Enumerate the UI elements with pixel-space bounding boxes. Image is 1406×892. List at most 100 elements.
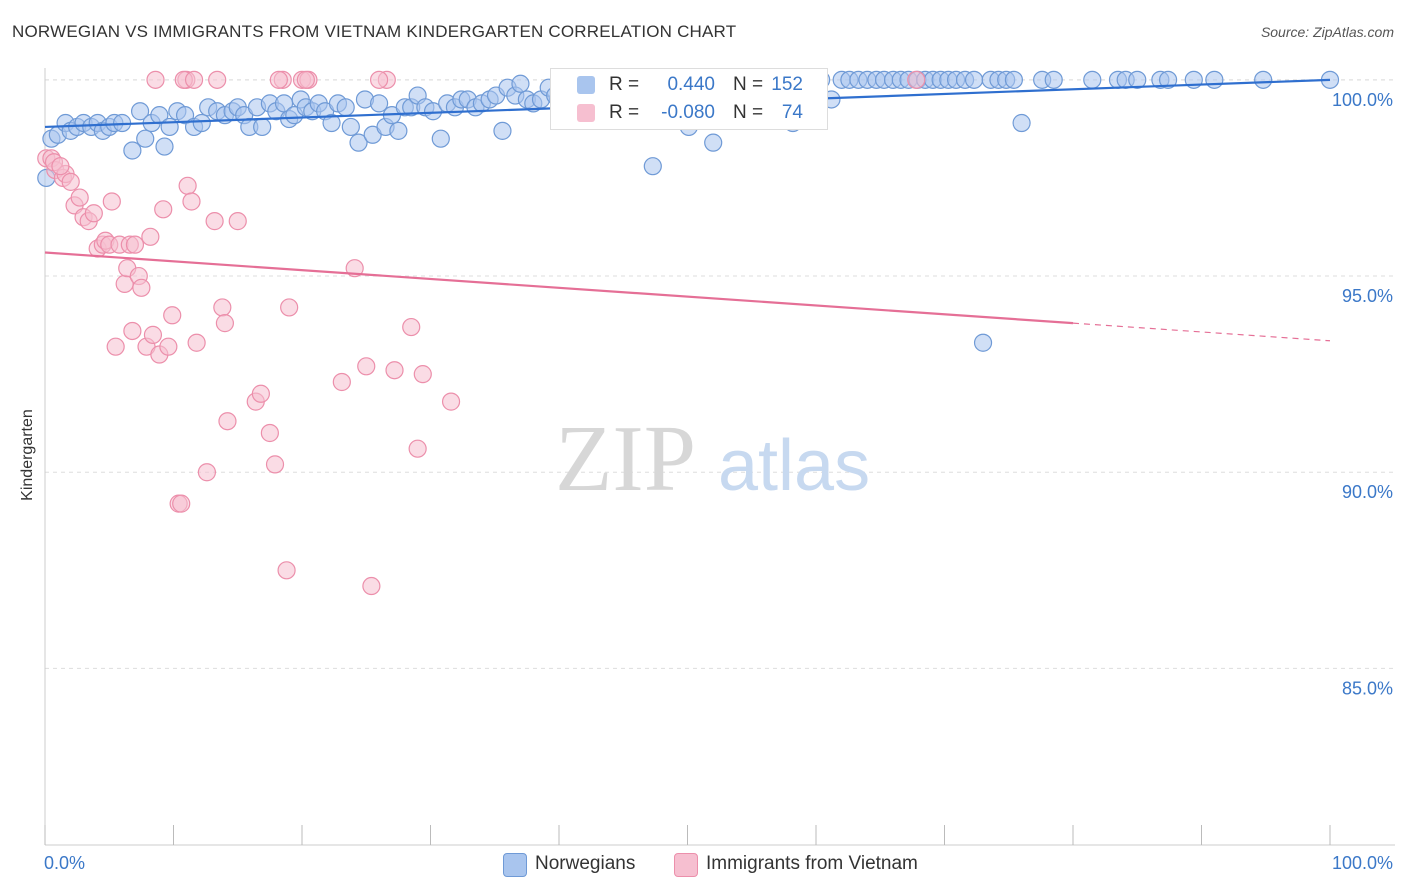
norwegian-point xyxy=(192,113,211,133)
vietnam-point xyxy=(154,200,173,219)
norwegian-point xyxy=(1128,70,1147,89)
legend-swatch-vietnam xyxy=(674,853,698,877)
norwegian-point xyxy=(322,113,341,133)
vietnam-point xyxy=(269,70,288,89)
x-tick-label-min: 0.0% xyxy=(44,853,85,873)
r-label: R = xyxy=(609,74,640,95)
y-tick-label: 85.0% xyxy=(1342,678,1393,698)
vietnam-point xyxy=(213,298,232,317)
norwegian-point xyxy=(1205,70,1224,89)
norwegian-point xyxy=(349,133,368,152)
stats-swatch-norwegians xyxy=(577,76,595,94)
vietnam-point xyxy=(132,278,151,297)
vietnam-point xyxy=(296,70,315,89)
vietnam-point xyxy=(182,192,201,211)
grid-layer xyxy=(45,79,1395,669)
vietnam-point xyxy=(385,361,404,380)
chart-source: Source: ZipAtlas.com xyxy=(1260,24,1394,40)
vietnam-point xyxy=(228,212,247,231)
vietnam-point xyxy=(251,384,270,403)
r-label: R = xyxy=(609,102,640,123)
legend-label-norwegians: Norwegians xyxy=(535,853,636,874)
vietnam-point xyxy=(357,357,376,376)
vietnam-point xyxy=(362,576,381,596)
norwegian-point xyxy=(370,94,389,113)
norwegian-point xyxy=(1158,70,1178,89)
chart-title: NORWEGIAN VS IMMIGRANTS FROM VIETNAM KIN… xyxy=(12,22,737,41)
norwegian-point xyxy=(423,102,443,121)
vietnam-point xyxy=(208,70,227,89)
norwegian-point xyxy=(336,98,355,117)
vietnam-point xyxy=(123,321,142,341)
n-label: N = xyxy=(733,74,764,95)
r-value: 0.440 xyxy=(667,74,715,95)
vietnam-point xyxy=(125,235,145,254)
y-tick-label: 100.0% xyxy=(1332,90,1393,110)
vietnam-point xyxy=(907,70,926,89)
vietnam-point xyxy=(218,412,237,431)
axes-layer xyxy=(44,68,1395,846)
stats-legend-row-norwegians: R = 0.440 N = 152 xyxy=(551,72,827,100)
norwegian-point xyxy=(493,121,512,140)
vietnam-trend-line xyxy=(44,251,1074,325)
vietnam-point xyxy=(277,561,296,580)
x-tick-label-max: 100.0% xyxy=(1332,853,1393,873)
labels-layer: 85.0% 90.0% 95.0% 100.0% 0.0% 100.0% xyxy=(44,90,1393,873)
vietnam-point xyxy=(280,298,299,317)
vietnam-point xyxy=(408,439,427,458)
watermark-zip: ZIP xyxy=(555,407,696,511)
n-label: N = xyxy=(733,102,764,123)
vietnam-point xyxy=(172,494,191,513)
vietnam-point xyxy=(106,337,125,356)
norwegian-point xyxy=(431,129,450,148)
vietnam-point xyxy=(184,70,204,89)
vietnam-point xyxy=(146,70,165,89)
vietnam-point xyxy=(370,70,389,89)
vietnam-point xyxy=(413,365,432,384)
vietnam-point xyxy=(205,212,224,231)
vietnam-point xyxy=(141,227,160,246)
norwegian-point xyxy=(341,117,360,137)
legend-swatch-norwegians xyxy=(503,853,527,877)
vietnam-point xyxy=(70,188,89,207)
vietnam-point xyxy=(178,176,197,195)
norwegian-point xyxy=(1004,70,1023,89)
vietnam-point xyxy=(143,325,163,344)
vietnam-point xyxy=(441,392,461,411)
stats-legend-row-vietnam: R = -0.080 N = 74 xyxy=(551,100,827,128)
vietnam-point xyxy=(332,372,351,392)
vietnam-point xyxy=(265,455,285,474)
norwegian-point xyxy=(160,117,179,137)
norwegian-point xyxy=(1254,70,1273,89)
stats-legend: R = 0.440 N = 152 R = -0.080 N = 74 xyxy=(550,68,828,130)
vietnam-point xyxy=(402,317,421,337)
n-value: 74 xyxy=(781,102,803,123)
n-value: 152 xyxy=(771,74,803,95)
vietnam-point xyxy=(260,423,279,443)
vietnam-point xyxy=(159,337,178,356)
legend-label-vietnam: Immigrants from Vietnam xyxy=(706,853,918,874)
vietnam-point xyxy=(197,463,217,482)
norwegian-point xyxy=(123,141,142,160)
norwegian-point xyxy=(511,74,530,93)
series-legend: Norwegians Immigrants from Vietnam xyxy=(0,852,1406,878)
norwegian-point xyxy=(253,117,272,137)
norwegian-point xyxy=(155,137,174,156)
vietnam-point xyxy=(187,333,206,352)
vietnam-point xyxy=(163,306,182,325)
norwegian-point xyxy=(704,133,723,152)
y-tick-label: 90.0% xyxy=(1342,482,1393,502)
norwegian-point xyxy=(964,70,984,89)
norwegian-point xyxy=(136,129,155,148)
vietnam-point xyxy=(84,204,103,223)
norwegian-point xyxy=(1044,70,1063,89)
watermark-atlas: atlas xyxy=(718,426,870,506)
norwegian-point xyxy=(130,102,150,121)
norwegian-point xyxy=(643,157,662,176)
norwegian-point xyxy=(389,121,408,140)
points-layer xyxy=(37,70,1340,596)
y-tick-label: 95.0% xyxy=(1342,286,1393,306)
norwegian-point xyxy=(1012,113,1031,133)
norwegian-point xyxy=(973,333,993,352)
